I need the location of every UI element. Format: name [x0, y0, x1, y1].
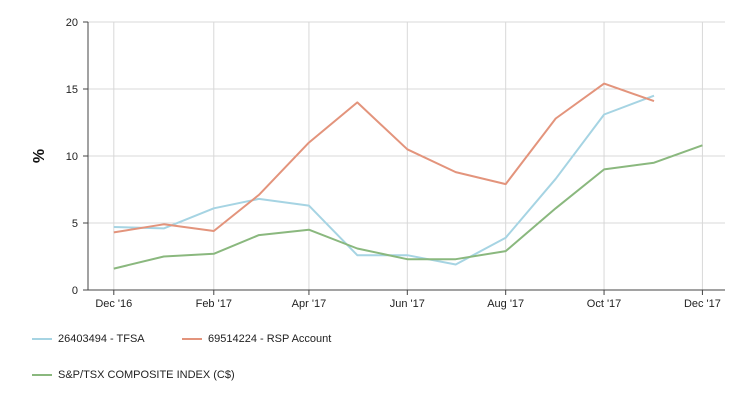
legend-item: 26403494 - TFSA [32, 333, 145, 345]
legend-swatch [32, 374, 52, 376]
legend-swatch [182, 338, 202, 340]
series-line-2 [113, 82, 655, 234]
axes [83, 21, 725, 295]
x-tick-label: Dec '16 [95, 298, 132, 310]
x-tick-label: Dec '17 [684, 298, 721, 310]
x-tick-label: Jun '17 [390, 298, 425, 310]
x-tick-label: Feb '17 [196, 298, 232, 310]
y-tick-label: 10 [66, 151, 78, 163]
y-tick-label: 15 [66, 84, 78, 96]
y-tick-label: 5 [72, 218, 78, 230]
grid-lines [88, 21, 725, 290]
legend-item: S&P/TSX COMPOSITE INDEX (C$) [32, 369, 235, 381]
y-tick-label: 0 [72, 285, 78, 297]
x-tick-label: Apr '17 [292, 298, 327, 310]
series-line-1 [113, 94, 655, 266]
y-axis-title: % [31, 149, 48, 163]
legend-swatch [32, 338, 52, 340]
legend-label: S&P/TSX COMPOSITE INDEX (C$) [58, 369, 235, 381]
legend-label: 26403494 - TFSA [58, 333, 145, 345]
series-lines [113, 82, 703, 270]
legend-label: 69514224 - RSP Account [208, 333, 332, 345]
y-tick-label: 20 [66, 17, 78, 29]
x-tick-label: Aug '17 [487, 298, 524, 310]
x-tick-label: Oct '17 [587, 298, 622, 310]
tick-labels: 0 5 10 15 20 Dec '16 Feb '17 Apr '17 Jun '17 Aug … [66, 17, 721, 310]
legend-item: 69514224 - RSP Account [182, 333, 331, 345]
series-line-3 [113, 144, 703, 270]
